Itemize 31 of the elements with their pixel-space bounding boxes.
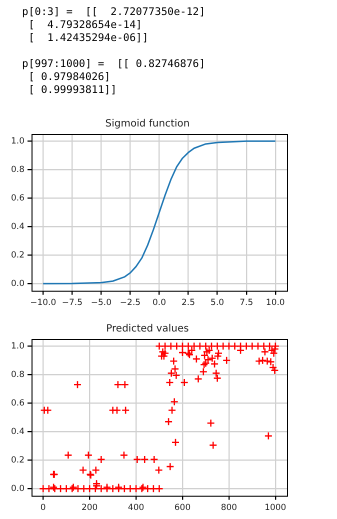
- x-tick-label: −2.5: [120, 298, 141, 308]
- text: p[0:3] = [[ 2.72077350e-12] [ 4.79328654e-14] [ 1.42435294e-06]]: [22, 6, 206, 45]
- y-tick-label: 0.6: [10, 398, 25, 408]
- y-tick-label: 0.8: [10, 370, 25, 380]
- x-tick-label: 400: [128, 503, 144, 514]
- x-tick-label: 1000: [264, 503, 286, 514]
- x-tick-label: −7.5: [62, 298, 82, 308]
- chart-title: Predicted values: [106, 324, 189, 335]
- x-tick-label: 10.0: [266, 298, 285, 308]
- y-tick-label: 0.6: [10, 193, 25, 204]
- text: p[997:1000] = [[ 0.82746876] [ 0.97984026] [ 0.99993811]]: [22, 58, 206, 97]
- x-tick-label: 0.0: [152, 298, 166, 308]
- x-tick-label: 0: [40, 503, 46, 514]
- x-tick-label: 5.0: [210, 298, 224, 308]
- chart-title: Sigmoid function: [105, 118, 190, 130]
- y-tick-label: 0.4: [10, 222, 25, 232]
- x-tick-label: 7.5: [240, 298, 254, 308]
- x-tick-label: 200: [81, 503, 98, 514]
- y-tick-label: 0.0: [10, 278, 25, 289]
- x-tick-label: 600: [174, 503, 191, 514]
- y-tick-label: 1.0: [10, 341, 25, 352]
- x-tick-label: 2.5: [182, 298, 196, 308]
- y-tick-label: 1.0: [10, 136, 25, 146]
- x-tick-label: −5.0: [90, 298, 112, 308]
- x-tick-label: 800: [220, 503, 238, 514]
- y-tick-label: 0.2: [10, 455, 25, 466]
- y-tick-label: 0.8: [10, 164, 25, 175]
- y-tick-label: 0.4: [10, 426, 25, 437]
- x-tick-label: −10.0: [30, 298, 56, 308]
- y-tick-label: 0.2: [10, 250, 25, 260]
- y-tick-label: 0.0: [10, 484, 25, 494]
